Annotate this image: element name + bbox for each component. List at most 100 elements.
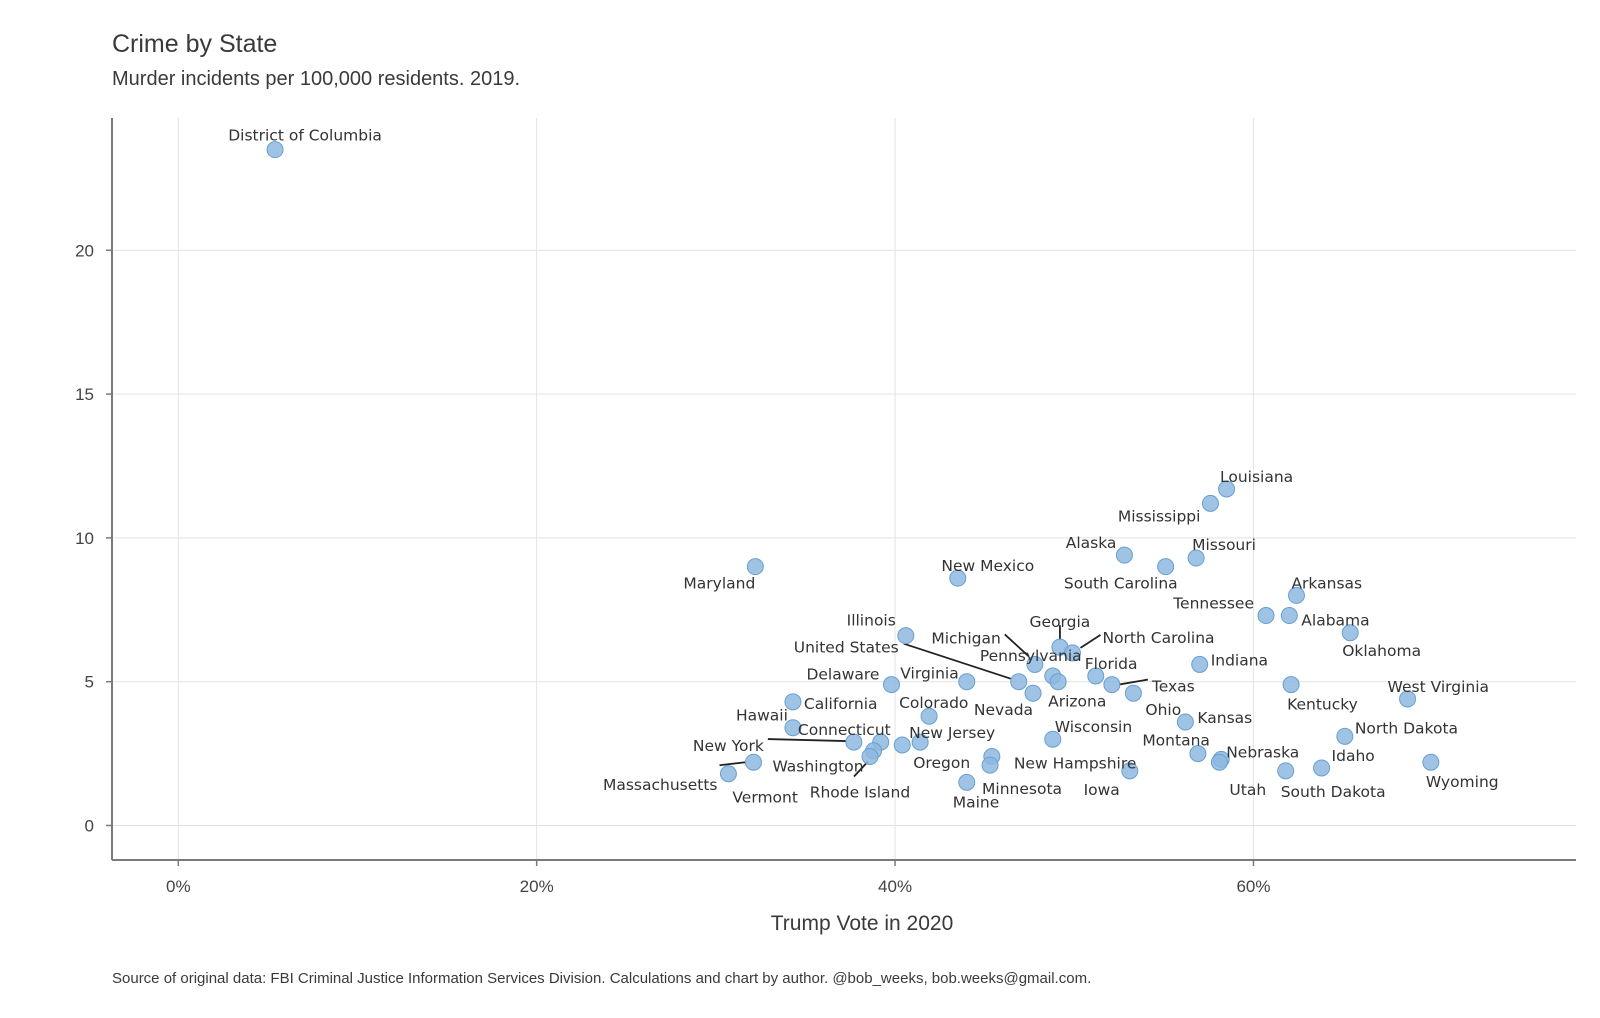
point-colorado xyxy=(920,707,938,725)
gridlines xyxy=(112,118,1576,860)
leader-line-texas xyxy=(1118,678,1149,686)
point-indiana xyxy=(1191,655,1209,673)
label-tennessee: Tennessee xyxy=(1172,595,1254,613)
label-maryland: Maryland xyxy=(683,575,755,593)
point-illinois xyxy=(897,627,915,645)
label-georgia: Georgia xyxy=(1030,613,1091,631)
point-ohio xyxy=(1124,684,1142,702)
label-iowa: Iowa xyxy=(1084,781,1120,799)
point-new-mexico xyxy=(949,569,967,587)
label-arizona: Arizona xyxy=(1048,693,1106,711)
label-oregon: Oregon xyxy=(913,754,970,772)
point-idaho xyxy=(1313,759,1331,777)
y-tick-label: 0 xyxy=(85,816,94,835)
y-tick-label: 5 xyxy=(85,673,94,692)
point-montana xyxy=(1189,745,1207,763)
x-tick-label: 40% xyxy=(878,877,912,896)
label-virginia: Virginia xyxy=(900,665,958,683)
point-vermont xyxy=(719,765,737,783)
label-new-mexico: New Mexico xyxy=(941,557,1034,575)
label-montana: Montana xyxy=(1142,732,1210,750)
label-delaware: Delaware xyxy=(806,666,879,684)
point-new-york xyxy=(845,733,863,751)
label-vermont: Vermont xyxy=(732,789,798,807)
axes xyxy=(111,118,1576,861)
point-michigan xyxy=(1026,655,1044,673)
label-new-jersey: New Jersey xyxy=(909,724,995,742)
y-tick-label: 15 xyxy=(75,385,94,404)
label-maine: Maine xyxy=(953,793,1000,811)
label-wyoming: Wyoming xyxy=(1426,773,1499,791)
data-points xyxy=(266,141,1440,791)
point-florida xyxy=(1087,667,1105,685)
label-mississippi: Mississippi xyxy=(1118,507,1201,525)
label-minnesota: Minnesota xyxy=(982,780,1062,798)
label-idaho: Idaho xyxy=(1332,747,1375,765)
point-mississippi xyxy=(1201,494,1219,512)
label-new-hampshire: New Hampshire xyxy=(1014,754,1137,772)
point-arizona xyxy=(1049,673,1067,691)
label-massachusetts: Massachusetts xyxy=(603,776,718,794)
point-hawaii xyxy=(784,719,802,737)
label-kansas: Kansas xyxy=(1197,709,1252,727)
point-arkansas xyxy=(1287,586,1305,604)
point-wyoming xyxy=(1422,753,1440,771)
point-wisconsin xyxy=(1044,730,1062,748)
point-virginia xyxy=(958,673,976,691)
label-alabama: Alabama xyxy=(1301,612,1369,630)
label-wisconsin: Wisconsin xyxy=(1055,718,1132,736)
label-washington: Washington xyxy=(772,758,863,776)
label-rhode-island: Rhode Island xyxy=(810,783,911,801)
point-rhode-island xyxy=(861,747,879,765)
label-north-carolina: North Carolina xyxy=(1102,629,1214,647)
leader-line-massachusetts xyxy=(719,761,746,767)
label-alaska: Alaska xyxy=(1066,534,1117,552)
leader-line-rhode-island xyxy=(853,760,869,778)
point-missouri xyxy=(1187,549,1205,567)
leader-lines xyxy=(719,625,1149,778)
label-west-virginia: West Virginia xyxy=(1388,678,1489,696)
point-iowa xyxy=(1121,762,1139,780)
point-west-virginia xyxy=(1399,690,1417,708)
point-north-carolina xyxy=(1063,644,1081,662)
label-connecticut: Connecticut xyxy=(798,721,891,739)
chart-subtitle: Murder incidents per 100,000 residents. … xyxy=(112,68,521,90)
point-tennessee xyxy=(1257,607,1275,625)
point-alabama xyxy=(1280,607,1298,625)
x-tick-label: 60% xyxy=(1236,877,1270,896)
point-texas xyxy=(1103,676,1121,694)
label-united-states: United States xyxy=(794,639,899,657)
label-oklahoma: Oklahoma xyxy=(1342,642,1421,660)
label-district-of-columbia: District of Columbia xyxy=(228,127,382,145)
y-tick-label: 10 xyxy=(75,529,94,548)
x-tick-label: 20% xyxy=(520,877,554,896)
chart-caption: Source of original data: FBI Criminal Ju… xyxy=(112,970,1092,987)
label-michigan: Michigan xyxy=(931,629,1001,647)
tick-labels: 0% 20% 40% 60% 0 5 10 15 20 xyxy=(75,241,1270,896)
label-hawaii: Hawaii xyxy=(736,707,788,725)
x-tick-label: 0% xyxy=(166,877,191,896)
label-nevada: Nevada xyxy=(974,701,1033,719)
label-arkansas: Arkansas xyxy=(1291,574,1362,592)
point-united-states xyxy=(1010,673,1028,691)
point-kansas xyxy=(1176,713,1194,731)
label-illinois: Illinois xyxy=(847,612,896,630)
point-maine xyxy=(958,773,976,791)
point-nevada xyxy=(1024,684,1042,702)
label-utah: Utah xyxy=(1229,781,1266,799)
point-oklahoma xyxy=(1341,624,1359,642)
leader-line-united-states xyxy=(903,642,1011,680)
label-south-carolina: South Carolina xyxy=(1064,575,1178,593)
label-ohio: Ohio xyxy=(1145,701,1181,719)
leader-line-michigan xyxy=(1004,633,1030,658)
label-florida: Florida xyxy=(1085,655,1138,673)
point-south-dakota xyxy=(1277,762,1295,780)
point-alaska xyxy=(1115,546,1133,564)
chart-title: Crime by State xyxy=(112,30,278,58)
label-missouri: Missouri xyxy=(1192,536,1256,554)
leader-line-north-carolina xyxy=(1079,634,1101,649)
label-south-dakota: South Dakota xyxy=(1281,783,1386,801)
point-louisiana xyxy=(1218,480,1236,498)
point-minnesota xyxy=(981,756,999,774)
